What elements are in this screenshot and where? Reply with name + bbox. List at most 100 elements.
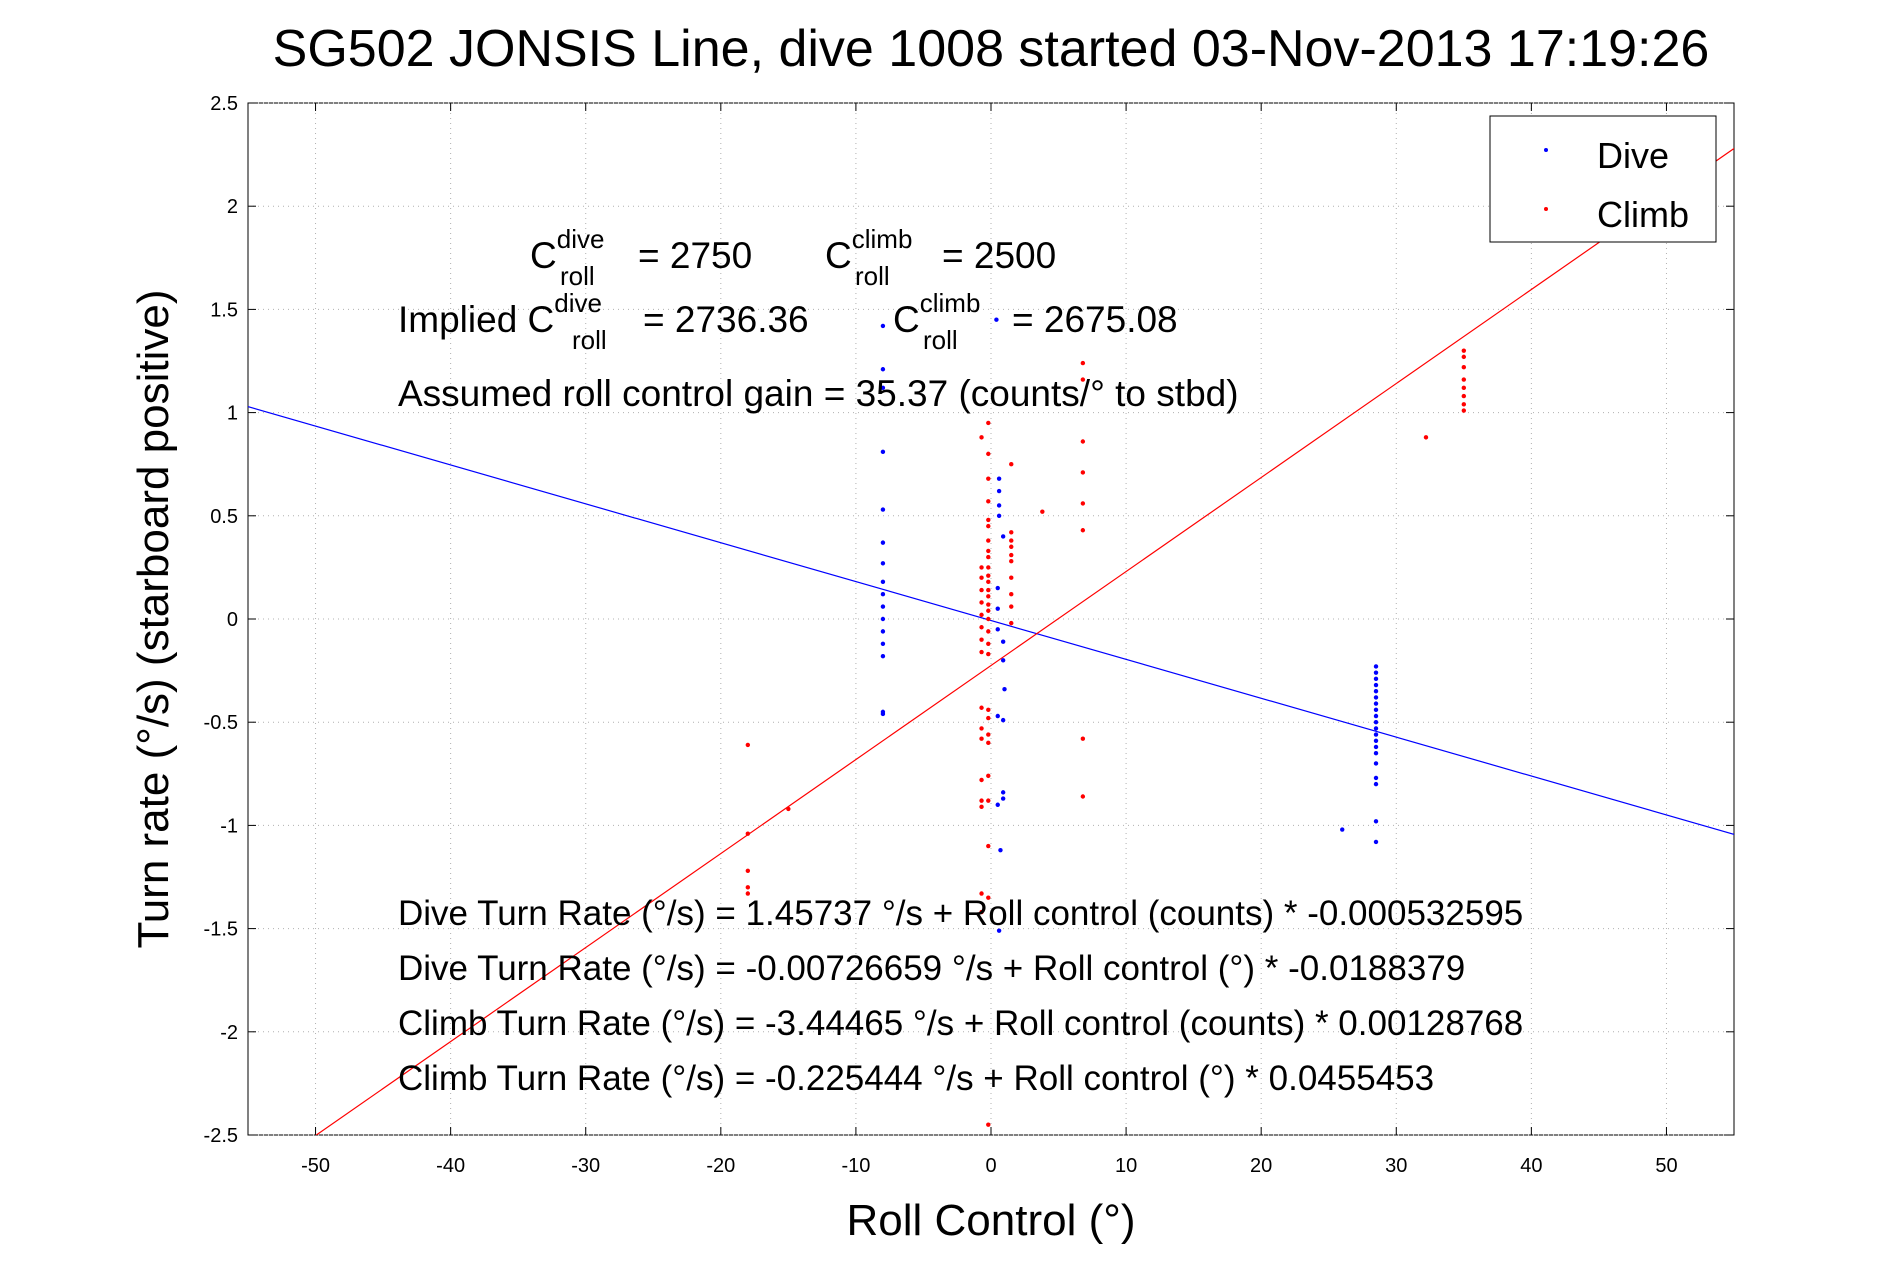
climb-point	[979, 587, 984, 593]
dive-point	[1373, 744, 1379, 750]
climb-point	[979, 909, 984, 915]
climb-point	[745, 891, 751, 896]
svg-text:Cdive: Cdive	[530, 224, 604, 276]
legend: Dive Climb	[1489, 115, 1717, 243]
grid	[248, 102, 1734, 1136]
dive-point	[1000, 717, 1006, 723]
dive-point	[994, 317, 999, 322]
climb-point	[986, 1122, 991, 1127]
climb-point	[1461, 364, 1467, 370]
y-axis-label: Turn rate (°/s) (starboard positive)	[129, 289, 178, 948]
dive-point	[1000, 534, 1006, 539]
climb-point	[979, 435, 984, 440]
legend-dive-marker	[1544, 148, 1548, 152]
climb-point	[979, 891, 984, 896]
dive-point	[1373, 726, 1379, 731]
climb-point	[1461, 393, 1467, 399]
x-tick-label: 20	[1250, 1155, 1272, 1177]
dive-point	[1373, 701, 1379, 706]
climb-point	[986, 476, 991, 481]
x-tick-label: 0	[985, 1155, 996, 1177]
climb-point	[1009, 538, 1014, 543]
fit-equations: Dive Turn Rate (°/s) = 1.45737 °/s + Rol…	[398, 894, 1523, 1098]
x-tick-label: 40	[1520, 1155, 1542, 1177]
dive-point	[1373, 664, 1379, 669]
climb-point	[1080, 794, 1086, 799]
equation-dive-counts: Dive Turn Rate (°/s) = 1.45737 °/s + Rol…	[398, 894, 1523, 933]
climb-point	[986, 707, 991, 713]
dive-point	[880, 653, 886, 659]
implied-climb-sup: climb	[920, 288, 981, 318]
climb-point	[1461, 402, 1467, 407]
c-roll-climb-sub: roll	[855, 261, 890, 291]
climb-point	[1009, 620, 1014, 626]
climb-point	[1009, 530, 1014, 535]
climb-point	[986, 895, 991, 900]
dive-point	[1000, 790, 1006, 795]
c-roll-dive-base: C	[530, 235, 557, 276]
dive-point	[995, 585, 1000, 591]
dive-point	[1002, 686, 1007, 692]
c-roll-climb-value: = 2500	[942, 235, 1056, 276]
climb-point	[979, 726, 984, 731]
climb-point	[986, 565, 991, 570]
climb-point	[1461, 354, 1467, 360]
dive-point	[996, 503, 1002, 508]
climb-point	[986, 538, 991, 543]
equation-climb-degrees: Climb Turn Rate (°/s) = -0.225444 °/s + …	[398, 1059, 1434, 1098]
climb-point	[986, 740, 991, 746]
climb-point	[1009, 559, 1014, 564]
dive-point	[995, 802, 1000, 807]
dive-point	[1373, 689, 1379, 694]
dive-point	[880, 616, 886, 622]
dive-point	[1340, 827, 1345, 832]
climb-point	[986, 579, 991, 585]
legend-dive-label: Dive	[1597, 135, 1669, 176]
climb-point	[1423, 435, 1429, 440]
climb-point	[979, 777, 984, 783]
dive-point	[995, 713, 1000, 719]
dive-point	[1373, 713, 1379, 719]
dive-point	[1373, 775, 1379, 781]
climb-point	[986, 798, 991, 803]
climb-point	[986, 715, 991, 721]
dive-point	[1373, 781, 1379, 787]
dive-point	[880, 323, 886, 329]
svg-text:Implied Cdive: Implied Cdive	[398, 288, 602, 340]
climb-point	[979, 575, 984, 580]
climb-point	[986, 641, 991, 646]
climb-point	[1461, 348, 1467, 353]
x-tick-label: 30	[1385, 1155, 1407, 1177]
fit-lines	[248, 147, 1734, 1135]
dive-point	[1373, 750, 1379, 756]
y-tick-label: 2.5	[210, 93, 238, 115]
svg-text:Cclimb: Cclimb	[825, 224, 912, 276]
dive-point	[1373, 676, 1379, 682]
dive-point	[996, 928, 1002, 933]
dive-point	[996, 513, 1002, 518]
climb-point	[986, 587, 991, 593]
dive-point	[880, 711, 886, 717]
climb-point	[986, 517, 991, 523]
climb-point	[979, 565, 984, 570]
climb-point	[979, 612, 984, 618]
dive-point	[1373, 707, 1379, 713]
dive-point	[880, 449, 886, 455]
climb-point	[1080, 360, 1086, 366]
dive-point	[995, 627, 1000, 632]
climb-point	[1009, 544, 1014, 549]
c-roll-annotations: Cdive roll = 2750 Cclimb roll = 2500 Imp…	[398, 224, 1239, 414]
implied-dive-sub: roll	[572, 325, 607, 355]
climb-point	[986, 548, 991, 554]
climb-point	[745, 831, 751, 836]
x-tick-label: -50	[301, 1155, 330, 1177]
climb-point	[1080, 439, 1086, 444]
y-tick-label: -1.5	[204, 919, 238, 941]
implied-dive-value: = 2736.36	[643, 299, 809, 340]
dive-point	[1373, 819, 1379, 824]
dive-point	[880, 540, 886, 545]
y-tick-label: -0.5	[204, 712, 238, 734]
implied-climb-sub: roll	[923, 325, 958, 355]
climb-point	[1461, 377, 1467, 382]
climb-point	[986, 594, 991, 599]
